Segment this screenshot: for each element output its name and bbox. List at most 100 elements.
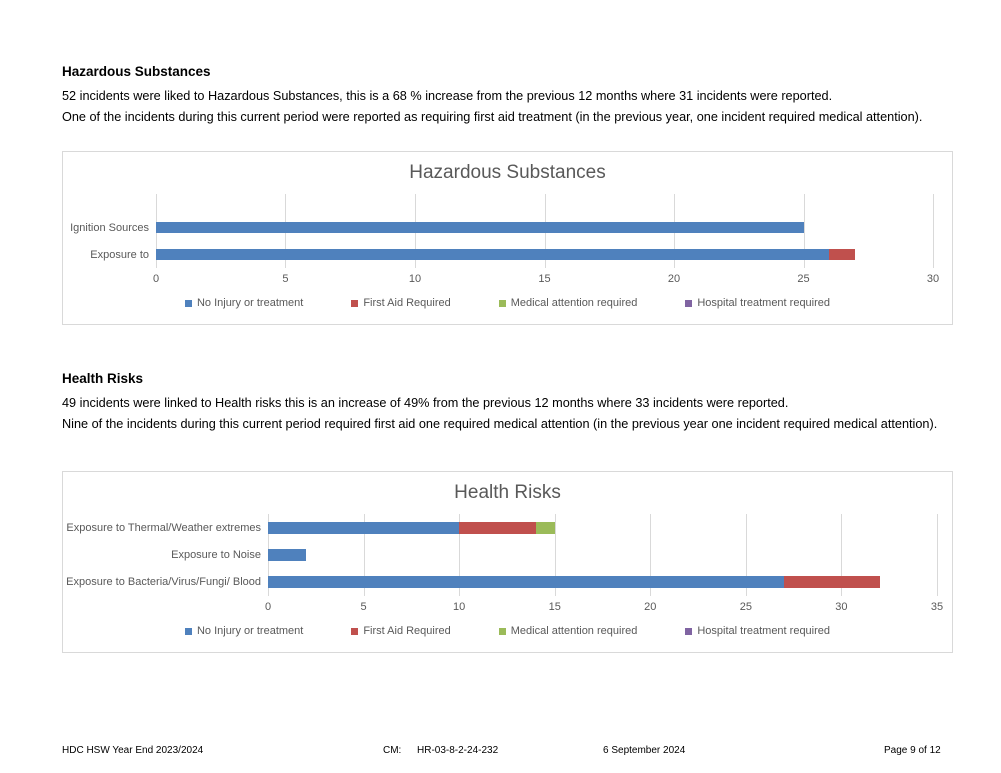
stacked-bar (156, 249, 933, 260)
gridline (745, 514, 747, 596)
health-risks-chart: Health Risks Exposure to Thermal/Weather … (62, 471, 953, 653)
legend-label: Medical attention required (510, 625, 638, 637)
legend-item: Hospital treatment required (685, 297, 830, 309)
chart-legend: No Injury or treatment First Aid Required… (63, 297, 952, 309)
bar-segment (268, 576, 785, 589)
bar-segment (156, 249, 830, 260)
x-axis-tick: 15 (538, 273, 551, 285)
x-axis-tick: 25 (739, 601, 752, 613)
x-axis: 0 5 10 15 20 25 30 35 (264, 596, 943, 613)
section-paragraph: Nine of the incidents during this curren… (62, 417, 938, 431)
x-axis-tick: 5 (360, 601, 367, 613)
legend-item: First Aid Required (351, 297, 451, 309)
hazardous-substances-chart: Hazardous Substances Ignition Sources Expo… (62, 151, 953, 325)
section-hazardous-substances: Hazardous Substances 52 incidents were l… (62, 64, 942, 128)
chart-plot-region: Ignition Sources Exposure to 0 5 10 15 20 25 30 (63, 194, 952, 285)
legend-swatch-icon (685, 627, 693, 635)
legend-swatch-icon (351, 299, 359, 307)
bar-segment (156, 222, 804, 233)
chart-legend: No Injury or treatment First Aid Required… (63, 625, 952, 637)
legend-item: Hospital treatment required (685, 625, 830, 637)
legend-swatch-icon (184, 299, 192, 307)
legend-label: Hospital treatment required (697, 625, 831, 637)
x-axis-tick: 10 (408, 273, 422, 285)
section-heading: Hazardous Substances (62, 64, 211, 79)
section-paragraph: 49 incidents were linked to Health risks… (62, 396, 789, 410)
chart-title: Health Risks (454, 482, 561, 503)
legend-swatch-icon (498, 627, 506, 635)
x-axis-tick: 0 (264, 601, 272, 613)
section-paragraph: One of the incidents during this current… (62, 110, 923, 124)
legend-swatch-icon (498, 299, 506, 307)
category-label: Exposure to Bacteria/Virus/Fungi/ Blood (66, 576, 261, 589)
category-axis: Ignition Sources Exposure to (63, 194, 156, 268)
footer-document-title: HDC HSW Year End 2023/2024 (62, 745, 204, 756)
chart-title: Hazardous Substances (409, 162, 606, 183)
legend-swatch-icon (184, 627, 192, 635)
bar-segment (459, 521, 536, 534)
bar-segment (784, 576, 880, 589)
plot-area (156, 194, 934, 268)
legend-item: Medical attention required (498, 625, 638, 637)
gridline (459, 514, 461, 596)
gridline (803, 194, 805, 268)
x-axis-tick: 10 (453, 601, 466, 613)
stacked-bar (268, 521, 937, 534)
gridline (650, 514, 652, 596)
legend-item: First Aid Required (351, 625, 451, 637)
category-label: Ignition Sources (70, 221, 149, 234)
bar-rows (156, 194, 933, 268)
gridline (554, 514, 556, 596)
bar-segment (829, 249, 856, 260)
footer-date: 6 September 2024 (603, 745, 686, 756)
bar-rows (268, 514, 937, 596)
category-label: Exposure to Noise (171, 548, 261, 561)
stacked-bar (156, 222, 933, 233)
x-axis-tick: 30 (926, 273, 940, 285)
section-heading: Health Risks (62, 371, 144, 386)
x-axis-tick: 30 (835, 601, 848, 613)
x-axis: 0 5 10 15 20 25 30 (152, 268, 939, 285)
legend-item: No Injury or treatment (184, 625, 304, 637)
bar-segment (535, 521, 555, 534)
plot-area (268, 514, 938, 596)
stacked-bar (268, 548, 937, 561)
bar-segment (268, 521, 460, 534)
chart-plot-region: Exposure to Thermal/Weather extremes Expo… (63, 514, 952, 613)
x-axis-tick: 25 (797, 273, 810, 285)
x-axis-tick: 0 (152, 273, 160, 285)
x-axis-tick: 15 (548, 601, 561, 613)
x-axis-tick: 5 (282, 273, 289, 285)
legend-label: First Aid Required (363, 625, 451, 637)
stacked-bar (268, 576, 937, 589)
x-axis-tick: 20 (667, 273, 681, 285)
legend-swatch-icon (685, 299, 693, 307)
gridline (841, 514, 843, 596)
legend-label: Hospital treatment required (697, 297, 831, 309)
plot-column: 0 5 10 15 20 25 30 (152, 194, 939, 285)
legend-item: No Injury or treatment (184, 297, 304, 309)
section-health-risks: Health Risks 49 incidents were linked to… (62, 371, 942, 435)
legend-swatch-icon (351, 627, 359, 635)
section-paragraph: 52 incidents were liked to Hazardous Sub… (62, 89, 833, 103)
legend-label: No Injury or treatment (196, 297, 304, 309)
footer-reference-number: HR-03-8-2-24-232 (417, 745, 499, 756)
category-label: Exposure to Thermal/Weather extremes (66, 521, 261, 534)
category-axis: Exposure to Thermal/Weather extremes Expo… (63, 514, 268, 596)
legend-label: No Injury or treatment (196, 625, 304, 637)
legend-item: Medical attention required (498, 297, 638, 309)
footer-page-number: Page 9 of 12 (884, 745, 941, 756)
gridline (933, 194, 934, 268)
page-footer: HDC HSW Year End 2023/2024 CM: HR-03-8-2… (0, 745, 1001, 761)
plot-column: 0 5 10 15 20 25 30 35 (264, 514, 943, 613)
x-axis-tick: 35 (930, 601, 944, 613)
category-label: Exposure to (90, 248, 149, 261)
bar-segment (268, 548, 307, 561)
gridline (937, 514, 938, 596)
legend-label: First Aid Required (363, 297, 451, 309)
gridline (363, 514, 365, 596)
footer-cm-label: CM: (383, 745, 402, 756)
x-axis-tick: 20 (644, 601, 657, 613)
legend-label: Medical attention required (510, 297, 638, 309)
